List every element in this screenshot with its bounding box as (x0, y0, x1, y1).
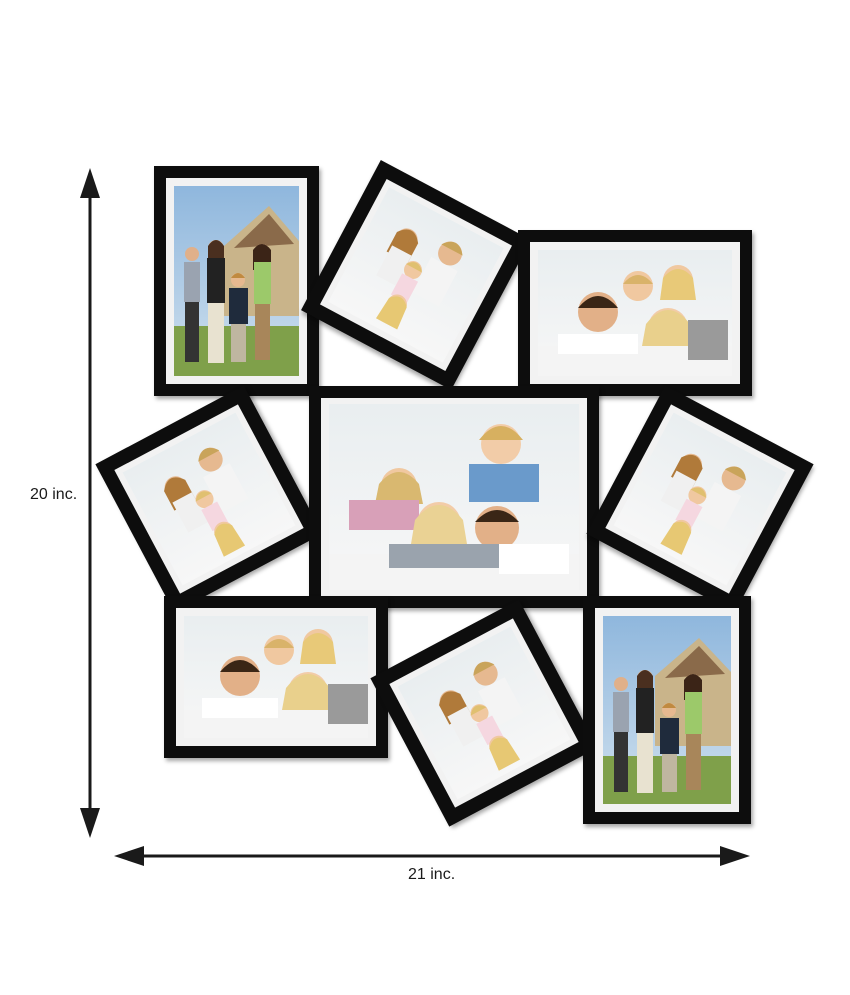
photo-frame-tilted-top-center (301, 160, 531, 390)
photo-frame-tilted-middle-left (95, 385, 323, 613)
family-photo-pyramid (328, 187, 504, 363)
height-arrow (80, 168, 100, 838)
family-photo-pyramid (397, 626, 571, 800)
photo-frame-tilted-middle-right (586, 385, 814, 613)
photo-frame-portrait-top-left (154, 166, 319, 396)
photo-frame-tilted-bottom-center (370, 599, 598, 827)
family-photo-outdoors (174, 186, 299, 376)
photo-frame-portrait-bottom-right (583, 596, 751, 824)
width-label: 21 inc. (408, 866, 456, 883)
family-photo-piled (329, 404, 579, 590)
family-photo-outdoors (603, 616, 731, 804)
photo-frame-landscape-top-right (518, 230, 752, 396)
width-arrow (114, 846, 750, 866)
height-label: 20 inc. (30, 486, 78, 503)
photo-frame-landscape-center (309, 386, 599, 608)
family-photo-pyramid (122, 412, 296, 586)
family-photo-lying (538, 250, 732, 376)
family-photo-pyramid (613, 412, 787, 586)
family-photo-lying (184, 616, 368, 738)
photo-frame-landscape-bottom-left (164, 596, 388, 758)
